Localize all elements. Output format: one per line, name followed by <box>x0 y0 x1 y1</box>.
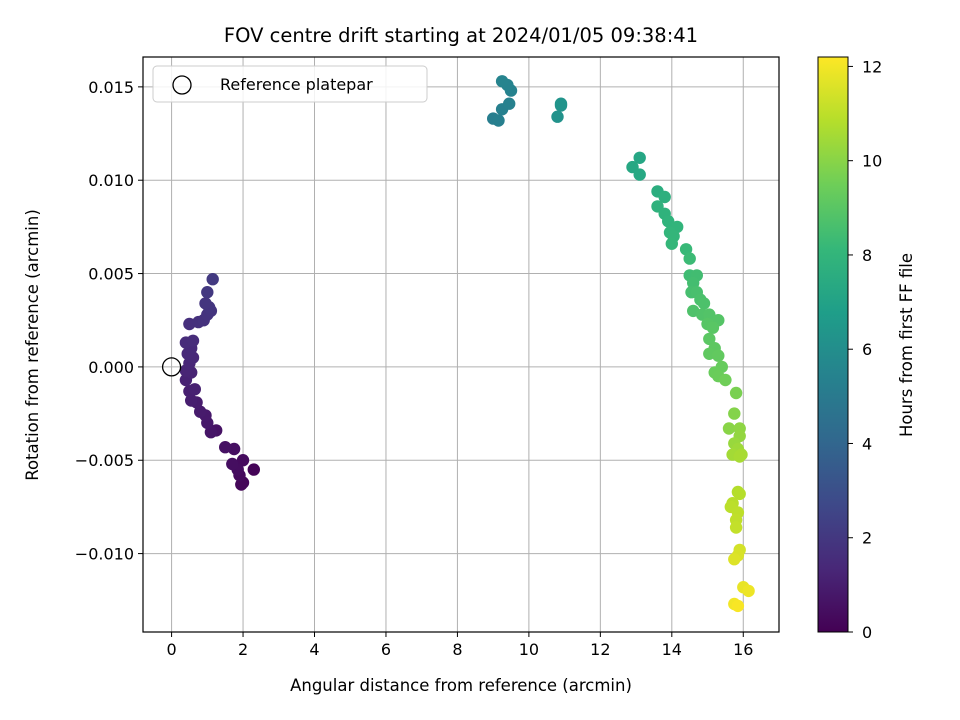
data-point <box>219 441 232 454</box>
data-point <box>679 243 693 256</box>
data-point <box>492 114 505 127</box>
data-point <box>742 584 755 598</box>
data-point <box>697 297 711 310</box>
x-tick-label: 8 <box>452 640 462 659</box>
data-point <box>206 273 219 286</box>
data-point <box>703 308 716 321</box>
x-axis-ticks: 0 2 4 6 8 10 12 14 16 <box>166 632 753 659</box>
data-point <box>554 97 568 110</box>
plot-frame <box>142 56 780 633</box>
data-point <box>226 457 239 471</box>
x-tick-label: 6 <box>381 640 391 659</box>
data-point <box>729 521 743 534</box>
colorbar-ticks: 0 2 4 6 8 10 12 <box>848 57 882 642</box>
y-tick-label: −0.005 <box>75 451 134 470</box>
y-tick-label: 0.000 <box>88 358 134 377</box>
legend: Reference platepar <box>152 65 428 103</box>
data-point <box>733 450 746 463</box>
reference-marker <box>161 357 182 377</box>
data-point <box>731 599 745 613</box>
colorbar-label: Hours from first FF file <box>897 253 916 437</box>
scatter-points <box>179 75 755 613</box>
data-point <box>503 97 516 110</box>
y-axis-ticks: −0.010 −0.005 0.000 0.005 0.010 0.015 <box>75 78 143 564</box>
data-point <box>729 386 743 400</box>
data-point <box>687 276 700 290</box>
data-point <box>728 553 741 566</box>
data-point <box>658 190 671 204</box>
data-point <box>186 334 200 347</box>
data-point <box>728 407 741 420</box>
data-point <box>665 237 678 250</box>
colorbar-tick-label: 8 <box>862 246 872 265</box>
data-point <box>722 422 736 435</box>
data-point <box>633 151 646 164</box>
data-point <box>204 426 218 439</box>
legend-box <box>152 65 428 103</box>
data-point <box>247 463 260 476</box>
colorbar-tick-label: 12 <box>862 57 882 76</box>
data-point <box>683 252 696 265</box>
data-point <box>185 394 198 407</box>
data-point <box>236 454 250 467</box>
data-point <box>703 332 716 346</box>
legend-label: Reference platepar <box>220 75 373 94</box>
data-point <box>633 168 646 181</box>
reference-platepar-point <box>161 357 182 377</box>
data-point <box>662 215 675 228</box>
colorbar-tick-label: 2 <box>862 529 872 548</box>
data-point <box>235 478 248 491</box>
data-point <box>712 349 725 362</box>
colorbar <box>817 56 849 633</box>
x-tick-label: 10 <box>519 640 539 659</box>
data-point <box>495 75 509 88</box>
x-tick-label: 16 <box>733 640 753 659</box>
y-tick-label: 0.010 <box>88 171 134 190</box>
data-point <box>706 321 720 334</box>
data-point <box>188 383 201 396</box>
x-tick-label: 12 <box>590 640 610 659</box>
x-tick-label: 0 <box>166 640 176 659</box>
data-point <box>551 110 564 123</box>
y-tick-label: 0.015 <box>88 78 134 97</box>
x-tick-label: 14 <box>662 640 682 659</box>
legend-marker <box>172 75 192 95</box>
chart-title: FOV centre drift starting at 2024/01/05 … <box>224 24 698 47</box>
y-axis-label: Rotation from reference (arcmin) <box>23 209 42 481</box>
x-tick-label: 4 <box>309 640 319 659</box>
y-tick-label: 0.005 <box>88 265 134 284</box>
colorbar-tick-label: 10 <box>862 152 882 171</box>
data-point <box>194 405 207 418</box>
data-point <box>201 286 214 299</box>
colorbar-tick-label: 0 <box>862 623 872 642</box>
data-point <box>199 297 212 310</box>
colorbar-tick-label: 6 <box>862 340 872 359</box>
data-point <box>733 487 746 501</box>
data-point <box>719 373 732 387</box>
x-axis-label: Angular distance from reference (arcmin) <box>290 676 632 695</box>
colorbar-tick-label: 4 <box>862 434 872 453</box>
y-tick-label: −0.010 <box>75 545 134 564</box>
x-tick-label: 2 <box>238 640 248 659</box>
